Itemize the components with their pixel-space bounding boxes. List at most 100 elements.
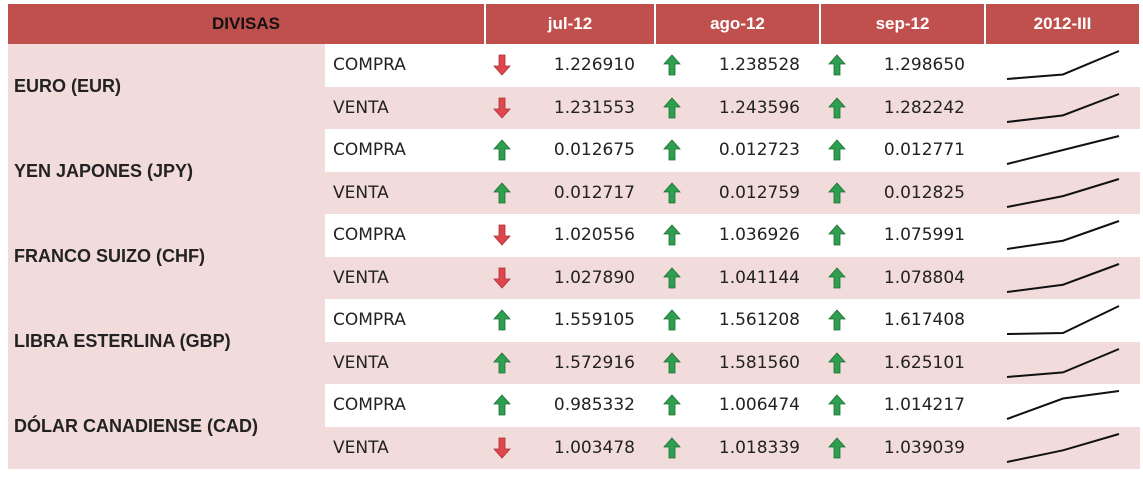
rate-type: COMPRA [333,310,406,331]
arrow-shape [493,97,511,119]
rate-value: 1.027890 [553,267,635,288]
rate-cell-inner: 0.985332 [485,394,655,416]
arrow-up [663,97,681,119]
rate-type: COMPRA [333,225,406,246]
header-cell: ago-12 [655,4,821,44]
rate-cell-inner: 1.243596 [655,97,820,119]
data-row: FRANCO SUIZO (CHF) COMPRA 1.020556 1.036926… [8,214,1140,299]
rate-cell-inner: 0.012771 [820,139,985,161]
sparkline [1006,92,1119,123]
sparkline-cell [985,214,1140,257]
rate-cell-inner: 1.014217 [820,394,985,416]
sparkline-line [1006,50,1119,81]
arrow-up [828,352,846,374]
data-row: EURO (EUR) COMPRA 1.226910 1.238528 1.298650 [8,44,1140,129]
rate-cell: 1.006474 [655,384,820,427]
arrow-shape [493,437,511,459]
rate-cell-inner: 0.012675 [485,139,655,161]
currency-name: YEN JAPONES (JPY) [8,129,325,214]
rate-cell: 1.041144 [655,256,820,299]
rate-cell-inner: 1.041144 [655,267,820,289]
arrow-up [663,394,681,416]
sparkline-cell [985,129,1140,172]
rate-cell: 1.559105 [485,299,655,342]
rate-cell: 1.561208 [655,299,820,342]
rate-cell: 1.003478 [485,426,655,469]
rate-value: 1.561208 [718,310,800,331]
rate-cell: 1.572916 [485,341,655,384]
arrow-up [493,182,511,204]
rate-cell: 1.581560 [655,341,820,384]
table-body: EURO (EUR) COMPRA 1.226910 1.238528 1.298650… [8,44,1140,469]
arrow-up [493,139,511,161]
rate-value: 0.012825 [883,182,965,203]
sparkline [1006,135,1119,166]
rate-value: 1.238528 [718,55,800,76]
header-cell: DIVISAS [8,4,486,44]
header-cell: jul-12 [485,4,656,44]
arrow-up [663,267,681,289]
rate-cell-inner: 1.559105 [485,309,655,331]
sparkline-cell [985,384,1140,427]
rate-cell-inner: 0.012759 [655,182,820,204]
arrow-shape [663,139,681,161]
sparkline-line [1006,347,1119,378]
data-row: VENTA 1.027890 1.041144 1.078804 [8,256,1140,299]
currency-table: DIVISAS jul-12 ago-12 sep-12 2012-III EURO (… [8,4,1141,469]
arrow-up [493,309,511,331]
arrow-up [493,352,511,374]
arrow-shape [493,224,511,246]
rate-value: 1.018339 [718,437,800,458]
header-cell: sep-12 [820,4,986,44]
arrow-up [663,437,681,459]
rate-cell-inner: 1.561208 [655,309,820,331]
rate-cell: 1.018339 [655,426,820,469]
rate-type: VENTA [325,86,485,129]
rate-value: 1.036926 [718,225,800,246]
data-row: VENTA 1.572916 1.581560 1.625101 [8,341,1140,384]
rate-cell-inner: 1.572916 [485,352,655,374]
table-wrap: DIVISAS jul-12 ago-12 sep-12 2012-III EURO (… [8,4,1141,469]
rate-value: 1.039039 [883,437,965,458]
arrow-shape [663,97,681,119]
arrow-shape [493,352,511,374]
rate-cell-inner: 1.027890 [485,267,655,289]
rate-value: 1.625101 [883,352,965,373]
arrow-up [828,267,846,289]
arrow-shape [663,437,681,459]
rate-type: VENTA [325,256,485,299]
rate-value: 1.559105 [553,310,635,331]
rate-cell-inner: 1.039039 [820,437,985,459]
rate-cell-inner: 1.003478 [485,437,655,459]
rate-value: 0.012717 [553,182,635,203]
rate-cell: 1.020556 [485,214,655,257]
rate-value: 0.012723 [718,140,800,161]
header-row: DIVISAS jul-12 ago-12 sep-12 2012-III [8,4,1141,44]
rate-cell: 0.985332 [485,384,655,427]
rate-cell: 1.078804 [820,256,985,299]
rate-value: 1.243596 [718,97,800,118]
sparkline-line [1006,432,1119,463]
rate-cell: 0.012717 [485,171,655,214]
arrow-up [828,139,846,161]
rate-cell-inner: 1.282242 [820,97,985,119]
arrow-shape [828,394,846,416]
rate-cell: 0.012759 [655,171,820,214]
sparkline-line [1006,390,1119,421]
rate-value: 1.075991 [883,225,965,246]
rate-value: 1.617408 [883,310,965,331]
arrow-down [493,437,511,459]
rate-type: VENTA [325,426,485,469]
arrow-shape [663,394,681,416]
rate-type: COMPRA [333,55,406,76]
rate-cell: 1.298650 [820,44,985,87]
rate-value: 1.298650 [883,55,965,76]
arrow-shape [493,54,511,76]
currency-name: LIBRA ESTERLINA (GBP) [8,299,325,384]
rate-cell: 1.036926 [655,214,820,257]
arrow-shape [663,182,681,204]
currency-name: EURO (EUR) [8,44,325,129]
arrow-shape [493,139,511,161]
sparkline [1006,220,1119,251]
